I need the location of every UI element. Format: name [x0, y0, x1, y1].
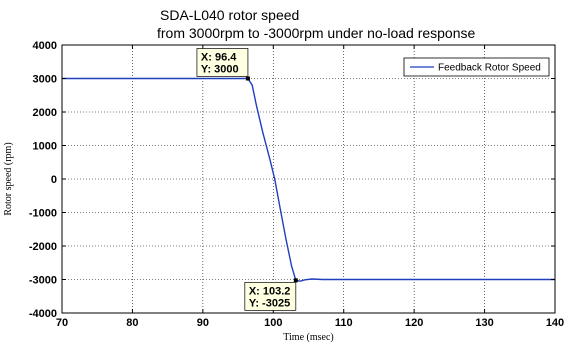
- datatip-x-label: X: 103.2: [249, 285, 291, 297]
- y-tick-label: -4000: [29, 308, 57, 320]
- datatip-y-label: Y: -3025: [249, 297, 290, 309]
- legend-box: [403, 57, 550, 77]
- datatip-y-label: Y: 3000: [201, 64, 239, 76]
- y-tick-label: -2000: [29, 241, 57, 253]
- legend-entry: Feedback Rotor Speed: [438, 63, 541, 74]
- x-tick-label: 90: [197, 317, 209, 329]
- datatip-box: [196, 48, 249, 77]
- y-tick-label: -1000: [29, 208, 57, 220]
- x-axis-label: Time (msec): [283, 332, 333, 343]
- y-tick-label: 0: [51, 174, 57, 186]
- y-tick-label: 1000: [33, 141, 57, 153]
- series-layer: [62, 77, 555, 282]
- y-axis-label: Rotor speed (rpm): [3, 142, 14, 215]
- x-tick-label: 120: [405, 317, 423, 329]
- datatip-marker: [293, 278, 298, 283]
- y-tick-label: 2000: [33, 107, 57, 119]
- y-tick-label: 4000: [33, 40, 57, 52]
- datatips: X: 96.4Y: 3000 X: 103.2Y: -3025: [196, 48, 298, 311]
- x-tick-label: 140: [546, 317, 564, 329]
- y-tick-label: -3000: [29, 275, 57, 287]
- legend: Feedback Rotor Speed: [403, 57, 550, 77]
- chart-title-line2: from 3000rpm to -3000rpm under no-load r…: [157, 25, 476, 41]
- datatip-marker: [245, 76, 250, 81]
- chart-title-line1: SDA-L040 rotor speed: [160, 7, 299, 23]
- x-tick-label: 80: [126, 317, 138, 329]
- x-tick-label: 100: [264, 317, 282, 329]
- x-tick-label: 110: [335, 317, 353, 329]
- datatip-box: [244, 281, 297, 311]
- y-tick-label: 3000: [33, 74, 57, 86]
- x-tick-label: 70: [56, 317, 68, 329]
- datatip-x-label: X: 96.4: [201, 52, 237, 64]
- tick-labels: 70 80 90 100 110 120 130 140 -4000 -3000 -2000 -100…: [29, 40, 564, 329]
- x-tick-label: 130: [475, 317, 493, 329]
- series-line-feedback-rotor-speed: [62, 77, 555, 282]
